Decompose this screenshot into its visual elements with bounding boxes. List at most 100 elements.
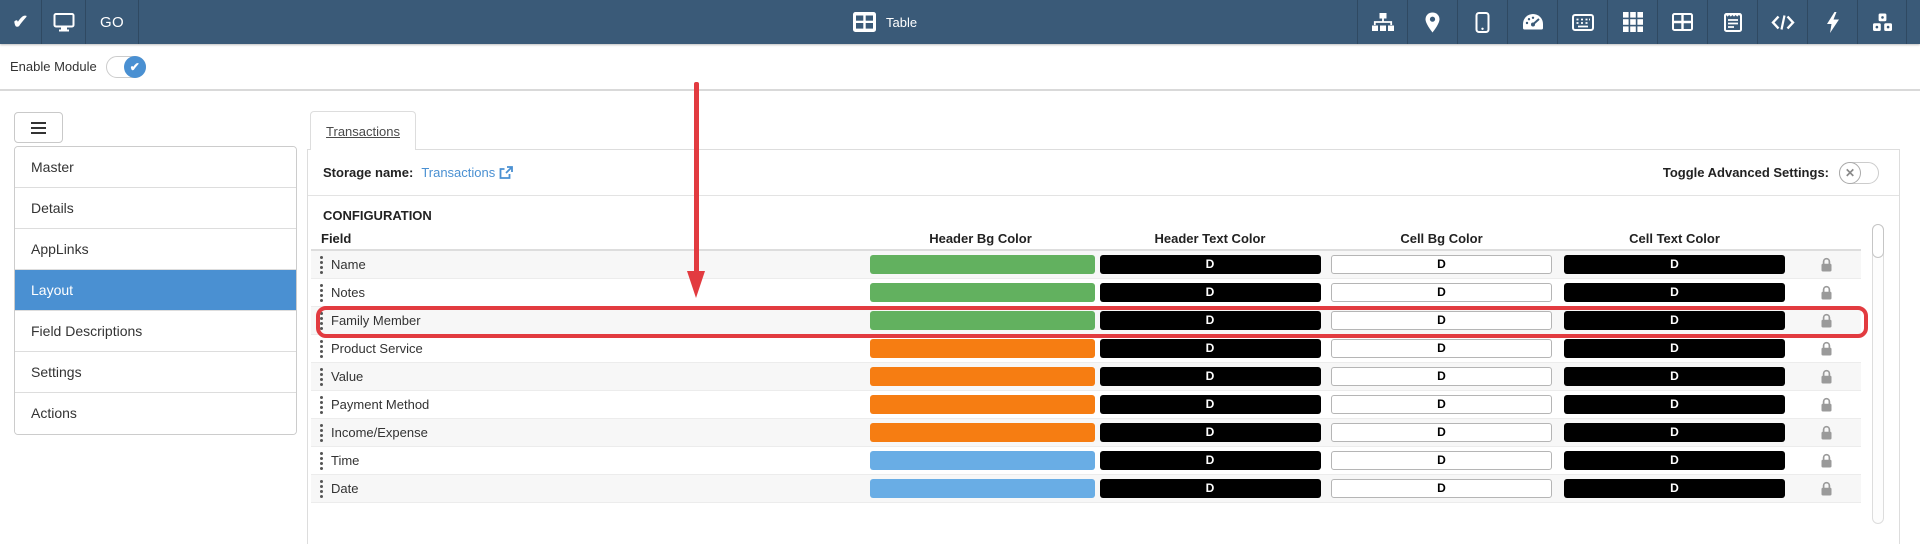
table-row-name: Name D D D bbox=[311, 251, 1861, 279]
cell-text-color-button[interactable]: D bbox=[1564, 367, 1785, 386]
table-row-date: Date D D D bbox=[311, 475, 1861, 503]
drag-handle-icon[interactable] bbox=[320, 283, 323, 302]
cell-bg-color-button[interactable]: D bbox=[1331, 255, 1552, 274]
header-bg-color-swatch[interactable] bbox=[870, 283, 1095, 302]
table-row-time: Time D D D bbox=[311, 447, 1861, 475]
mobile-button[interactable] bbox=[1457, 0, 1507, 44]
header-bg-color-swatch[interactable] bbox=[870, 479, 1095, 498]
header-text-color-button[interactable]: D bbox=[1099, 255, 1321, 274]
cell-text-color-button[interactable]: D bbox=[1564, 479, 1785, 498]
monitor-button[interactable] bbox=[42, 0, 86, 44]
storage-name-link[interactable]: Transactions bbox=[421, 165, 514, 180]
cell-text-color-button[interactable]: D bbox=[1564, 451, 1785, 470]
check-button[interactable]: ✔ bbox=[0, 0, 42, 44]
cell-text-color-button[interactable]: D bbox=[1564, 339, 1785, 358]
table-button[interactable] bbox=[1657, 0, 1707, 44]
lock-icon[interactable] bbox=[1791, 369, 1861, 385]
sidebar-item-field-descriptions[interactable]: Field Descriptions bbox=[15, 311, 296, 352]
cell-text-color-button[interactable]: D bbox=[1564, 255, 1785, 274]
lock-icon[interactable] bbox=[1791, 481, 1861, 497]
header-text-color-button[interactable]: D bbox=[1099, 395, 1321, 414]
location-button[interactable] bbox=[1407, 0, 1457, 44]
header-text-color-button[interactable]: D bbox=[1099, 339, 1321, 358]
tab-transactions[interactable]: Transactions bbox=[310, 111, 416, 150]
cell-bg-color-button[interactable]: D bbox=[1331, 423, 1552, 442]
configuration-table: Field Header Bg Color Header Text Color Cel… bbox=[311, 227, 1861, 503]
header-bg-color-swatch[interactable] bbox=[870, 339, 1095, 358]
sidebar-item-layout[interactable]: Layout bbox=[15, 270, 296, 311]
header-bg-color-swatch[interactable] bbox=[870, 311, 1095, 330]
drag-handle-icon[interactable] bbox=[320, 395, 323, 414]
sidebar-collapse-button[interactable] bbox=[14, 112, 63, 143]
header-bg-color-swatch[interactable] bbox=[870, 367, 1095, 386]
cell-bg-color-button[interactable]: D bbox=[1331, 479, 1552, 498]
header-bg-color-swatch[interactable] bbox=[870, 451, 1095, 470]
header-text-color-button[interactable]: D bbox=[1099, 283, 1321, 302]
header-bg-color-swatch[interactable] bbox=[870, 255, 1095, 274]
header-text-color-button[interactable]: D bbox=[1099, 367, 1321, 386]
cell-bg-color-button[interactable]: D bbox=[1331, 395, 1552, 414]
drag-handle-icon[interactable] bbox=[320, 423, 323, 442]
lock-icon[interactable] bbox=[1791, 341, 1861, 357]
grid-button[interactable] bbox=[1607, 0, 1657, 44]
table-header-row: Field Header Bg Color Header Text Color Cel… bbox=[311, 227, 1861, 251]
form-button[interactable] bbox=[1707, 0, 1757, 44]
hamburger-icon bbox=[31, 121, 46, 124]
field-label: Time bbox=[331, 453, 360, 468]
drag-handle-icon[interactable] bbox=[320, 311, 323, 330]
drag-handle-icon[interactable] bbox=[320, 255, 323, 274]
drag-handle-icon[interactable] bbox=[320, 339, 323, 358]
sidebar-item-applinks[interactable]: AppLinks bbox=[15, 229, 296, 270]
cell-text-color-button[interactable]: D bbox=[1564, 423, 1785, 442]
header-text-color-button[interactable]: D bbox=[1099, 451, 1321, 470]
header-bg-color-swatch[interactable] bbox=[870, 395, 1095, 414]
header-text-color-button[interactable]: D bbox=[1099, 479, 1321, 498]
sidebar-item-master[interactable]: Master bbox=[15, 147, 296, 188]
header-bg-color-swatch[interactable] bbox=[870, 423, 1095, 442]
dashboard-button[interactable] bbox=[1507, 0, 1557, 44]
lock-icon[interactable] bbox=[1791, 453, 1861, 469]
cell-bg-color-button[interactable]: D bbox=[1331, 367, 1552, 386]
header-text-color-button[interactable]: D bbox=[1099, 423, 1321, 442]
lock-icon[interactable] bbox=[1791, 285, 1861, 301]
lock-icon[interactable] bbox=[1791, 425, 1861, 441]
cubes-button[interactable] bbox=[1857, 0, 1907, 44]
drag-handle-icon[interactable] bbox=[320, 479, 323, 498]
lock-icon[interactable] bbox=[1791, 257, 1861, 273]
enable-module-toggle[interactable]: ✔ bbox=[105, 55, 146, 78]
keyboard-button[interactable] bbox=[1557, 0, 1607, 44]
drag-handle-icon[interactable] bbox=[320, 367, 323, 386]
header-text-color-button[interactable]: D bbox=[1099, 311, 1321, 330]
cell-text-color-button[interactable]: D bbox=[1564, 283, 1785, 302]
cubes-icon bbox=[1872, 13, 1893, 32]
lock-icon[interactable] bbox=[1791, 313, 1861, 329]
toggle-x-icon: ✕ bbox=[1839, 161, 1861, 184]
cell-bg-color-button[interactable]: D bbox=[1331, 451, 1552, 470]
field-label: Value bbox=[331, 369, 364, 384]
cell-text-color-button[interactable]: D bbox=[1564, 311, 1785, 330]
cell-text-color-button[interactable]: D bbox=[1564, 395, 1785, 414]
go-button[interactable]: GO bbox=[86, 0, 139, 44]
bolt-button[interactable] bbox=[1807, 0, 1857, 44]
field-cell: Product Service bbox=[311, 339, 866, 358]
column-header-header-text-color: Header Text Color bbox=[1154, 230, 1266, 246]
sitemap-button[interactable] bbox=[1357, 0, 1407, 44]
storage-name-label: Storage name: bbox=[323, 165, 414, 180]
cell-bg-color-button[interactable]: D bbox=[1331, 311, 1552, 330]
table-icon bbox=[1672, 13, 1693, 31]
sidebar-item-details[interactable]: Details bbox=[15, 188, 296, 229]
drag-handle-icon[interactable] bbox=[320, 451, 323, 470]
scrollbar-thumb[interactable] bbox=[1872, 224, 1884, 258]
table-row-product-service: Product Service D D D bbox=[311, 335, 1861, 363]
field-label: Name bbox=[331, 257, 366, 272]
table-scrollbar[interactable] bbox=[1872, 224, 1884, 524]
lock-icon[interactable] bbox=[1791, 397, 1861, 413]
code-button[interactable] bbox=[1757, 0, 1807, 44]
table-row-value: Value D D D bbox=[311, 363, 1861, 391]
sidebar-item-settings[interactable]: Settings bbox=[15, 352, 296, 393]
external-link-icon bbox=[499, 165, 514, 179]
sidebar-item-actions[interactable]: Actions bbox=[15, 393, 296, 434]
toggle-advanced-switch[interactable]: ✕ bbox=[1839, 161, 1879, 184]
cell-bg-color-button[interactable]: D bbox=[1331, 283, 1552, 302]
cell-bg-color-button[interactable]: D bbox=[1331, 339, 1552, 358]
